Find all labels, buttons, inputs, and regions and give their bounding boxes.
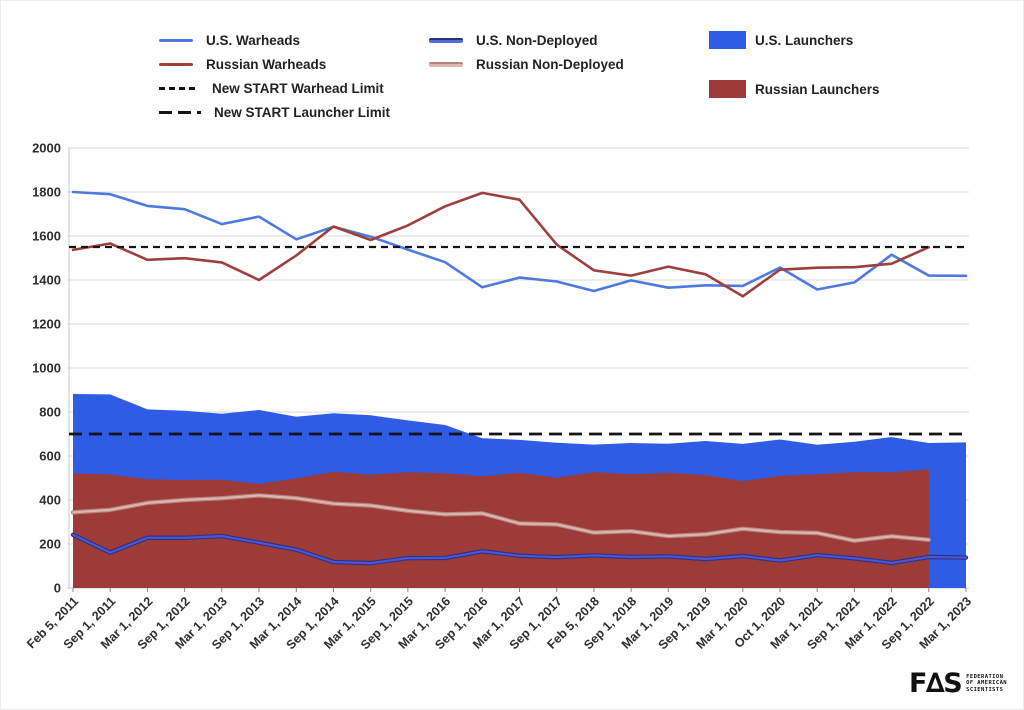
y-axis-labels: 0 200 400 600 800 1000 1200 1400 1600 1800 2000 bbox=[32, 141, 61, 596]
fas-logo-wordmark: F∆S bbox=[908, 668, 963, 699]
legend-label: New START Launcher Limit bbox=[214, 104, 391, 120]
russian-launchers-area-swatch-icon bbox=[709, 80, 746, 98]
fas-logo-text-line: OF AMERICAN bbox=[966, 680, 1007, 687]
russian-nondeployed-line-swatch-icon bbox=[429, 61, 463, 67]
legend-item-us-nondeployed: U.S. Non-Deployed bbox=[429, 28, 624, 52]
y-axis-tick-label: 2000 bbox=[32, 141, 61, 156]
legend-label: U.S. Warheads bbox=[206, 32, 301, 48]
series-russian-warheads-line bbox=[71, 191, 931, 298]
legend-item-russian-warheads: Russian Warheads bbox=[159, 52, 390, 76]
series-us-warheads-line bbox=[71, 190, 968, 293]
legend-column-nondeployed: U.S. Non-Deployed Russian Non-Deployed bbox=[429, 28, 624, 76]
legend-item-russian-launchers: Russian Launchers bbox=[709, 80, 880, 98]
y-axis-tick-label: 600 bbox=[39, 449, 61, 464]
legend-label: Russian Non-Deployed bbox=[476, 56, 624, 72]
x-axis-ticks bbox=[72, 588, 967, 592]
russian-warheads-line-swatch-icon bbox=[159, 62, 193, 66]
legend-item-us-warheads: U.S. Warheads bbox=[159, 28, 390, 52]
long-dashed-line-swatch-icon bbox=[159, 110, 201, 114]
us-nondeployed-line-swatch-icon bbox=[429, 37, 463, 43]
y-axis-tick-label: 200 bbox=[39, 537, 61, 552]
fas-logo-text-line: SCIENTISTS bbox=[966, 686, 1004, 693]
fas-logo-text: FEDERATION OF AMERICAN SCIENTISTS bbox=[966, 674, 1007, 694]
fas-logo: F∆S FEDERATION OF AMERICAN SCIENTISTS bbox=[909, 670, 1007, 697]
us-launchers-area-swatch-icon bbox=[709, 31, 746, 49]
legend-label: Russian Launchers bbox=[755, 81, 880, 97]
legend-column-lines: U.S. Warheads Russian Warheads New START… bbox=[159, 28, 390, 124]
legend-item-launcher-limit: New START Launcher Limit bbox=[159, 100, 390, 124]
dashed-line-swatch-icon bbox=[159, 86, 199, 90]
y-axis-tick-label: 0 bbox=[54, 581, 61, 596]
legend-item-russian-nondeployed: Russian Non-Deployed bbox=[429, 52, 624, 76]
y-axis-tick-label: 1000 bbox=[32, 361, 61, 376]
us-warheads-line-swatch-icon bbox=[159, 38, 193, 42]
legend-label: New START Warhead Limit bbox=[212, 80, 384, 96]
y-axis-tick-label: 800 bbox=[39, 405, 61, 420]
series-russian-launchers-area bbox=[73, 469, 929, 588]
y-axis-tick-label: 400 bbox=[39, 493, 61, 508]
legend-column-launchers: U.S. Launchers Russian Launchers bbox=[709, 31, 880, 129]
y-axis-tick-label: 1200 bbox=[32, 317, 61, 332]
y-axis-tick-label: 1600 bbox=[32, 229, 61, 244]
legend-label: U.S. Launchers bbox=[755, 32, 854, 48]
legend-label: U.S. Non-Deployed bbox=[476, 32, 598, 48]
y-axis-tick-label: 1800 bbox=[32, 185, 61, 200]
series-russian-nondeployed-line bbox=[71, 494, 930, 542]
legend-label: Russian Warheads bbox=[206, 56, 327, 72]
series-us-nondeployed-line bbox=[71, 533, 968, 565]
y-axis-tick-label: 1400 bbox=[32, 273, 61, 288]
legend-item-us-launchers: U.S. Launchers bbox=[709, 31, 880, 49]
fas-logo-text-line: FEDERATION bbox=[966, 673, 1004, 680]
legend-item-warhead-limit: New START Warhead Limit bbox=[159, 76, 390, 100]
